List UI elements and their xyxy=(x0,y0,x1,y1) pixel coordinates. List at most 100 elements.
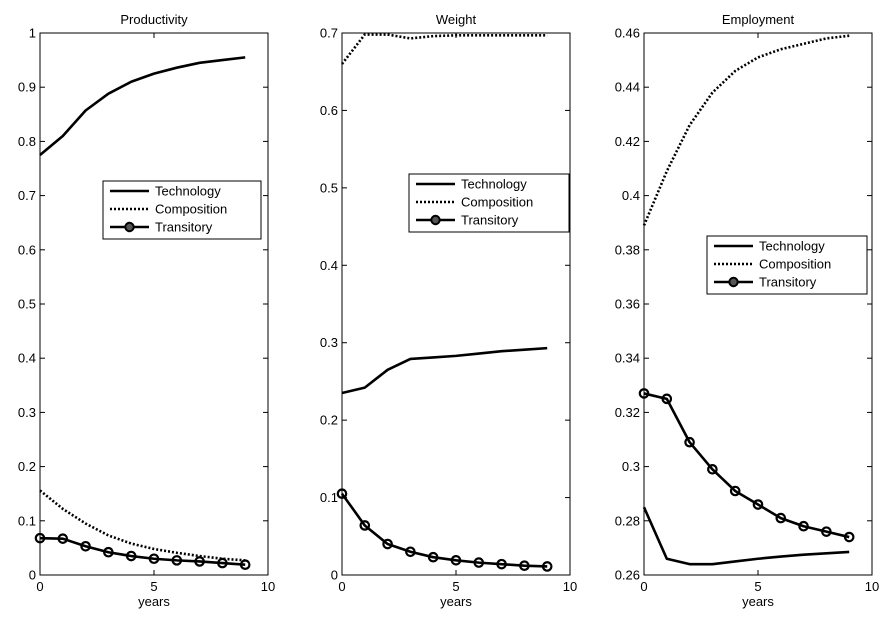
series-line-technology xyxy=(642,506,850,566)
chart-title: Productivity xyxy=(120,12,188,27)
data-point-transitory xyxy=(405,546,416,558)
x-tick-label: 10 xyxy=(865,579,879,594)
y-tick-label: 0.44 xyxy=(615,80,640,95)
y-tick-label: 0.7 xyxy=(18,188,36,203)
y-tick-label: 0.3 xyxy=(18,405,36,420)
legend: Technology Composition Transitory xyxy=(102,180,262,240)
x-tick-label: 5 xyxy=(452,579,459,594)
data-point-transitory xyxy=(427,551,439,563)
y-tick-label: 0.36 xyxy=(615,297,640,312)
legend-label-transitory: Transitory xyxy=(759,275,817,290)
y-tick-label: 0.4 xyxy=(18,351,36,366)
data-point-transitory xyxy=(125,550,137,562)
series-line-technology xyxy=(39,56,246,156)
data-point-transitory xyxy=(80,540,91,552)
plot-frame xyxy=(341,32,571,576)
legend-label-composition: Composition xyxy=(759,257,831,272)
y-tick-label: 0.28 xyxy=(615,513,640,528)
legend-label-composition: Composition xyxy=(155,202,227,217)
data-point-transitory xyxy=(707,464,718,475)
data-point-transitory xyxy=(359,520,371,531)
legend-label-composition: Composition xyxy=(461,195,533,210)
legend-label-technology: Technology xyxy=(759,239,825,254)
legend-label-technology: Technology xyxy=(155,184,221,199)
data-point-transitory xyxy=(103,546,114,558)
data-point-transitory xyxy=(382,538,393,550)
y-tick-label: 0.3 xyxy=(320,335,338,350)
y-tick-label: 0.2 xyxy=(18,459,36,474)
y-tick-label: 0.26 xyxy=(615,568,640,583)
x-tick-label: 10 xyxy=(261,579,275,594)
data-point-transitory xyxy=(450,554,462,566)
series-line-transitory xyxy=(39,536,246,566)
plot-frame xyxy=(39,32,269,576)
x-tick-label: 0 xyxy=(338,579,345,594)
y-tick-label: 0.9 xyxy=(18,80,36,95)
series-line-technology xyxy=(341,346,548,395)
y-tick-label: 0.1 xyxy=(18,513,36,528)
data-point-transitory xyxy=(171,555,183,566)
series-line-composition xyxy=(39,489,246,562)
y-tick-label: 0.2 xyxy=(320,413,338,428)
y-tick-label: 0.34 xyxy=(615,351,640,366)
y-tick-label: 0.5 xyxy=(320,180,338,195)
plot-frame xyxy=(643,32,873,576)
series-line-transitory xyxy=(643,392,850,539)
y-tick-label: 0.6 xyxy=(320,103,338,118)
x-tick-label: 0 xyxy=(36,579,43,594)
y-tick-label: 0.7 xyxy=(320,26,338,41)
data-point-transitory xyxy=(729,485,741,497)
data-point-transitory xyxy=(843,531,855,543)
legend-label-transitory: Transitory xyxy=(155,220,213,235)
data-point-transitory xyxy=(752,499,764,510)
legend: Technology Composition Transitory xyxy=(706,235,868,295)
chart-panel-employment: Employment 0.26 0.28 0.3 0.32 0.34 0.36 0.38 0.4… xyxy=(615,12,880,609)
y-tick-label: 0.42 xyxy=(615,134,640,149)
x-tick-label: 0 xyxy=(640,579,647,594)
data-point-transitory xyxy=(798,520,809,532)
y-tick-label: 0.3 xyxy=(622,459,640,474)
legend-marker-transitory xyxy=(728,276,739,288)
y-tick-label: 0.8 xyxy=(18,134,36,149)
y-tick-label: 0.38 xyxy=(615,242,640,257)
legend-marker-transitory xyxy=(430,214,441,226)
data-point-transitory xyxy=(821,526,832,537)
legend: Technology Composition Transitory xyxy=(408,173,570,233)
legend-label-transitory: Transitory xyxy=(461,213,519,228)
x-tick-label: 10 xyxy=(563,579,577,594)
data-point-transitory xyxy=(194,556,205,567)
x-axis-label: years xyxy=(440,594,472,609)
series-line-composition xyxy=(642,34,850,226)
y-tick-label: 0.4 xyxy=(320,258,338,273)
series-line-transitory xyxy=(340,492,548,568)
y-tick-label: 0.46 xyxy=(615,26,640,41)
y-tick-label: 0 xyxy=(29,568,36,583)
y-tick-label: 1 xyxy=(29,26,36,41)
chart-title: Employment xyxy=(722,12,795,27)
chart-panel-productivity: Productivity 0 0.1 0.2 0.3 0.4 0.5 0.6 0.7 0.8 0.9… xyxy=(18,12,275,609)
x-tick-label: 5 xyxy=(150,579,157,594)
y-tick-label: 0.32 xyxy=(615,405,640,420)
data-point-transitory xyxy=(57,533,69,544)
chart-panel-weight: Weight 0 0.1 0.2 0.3 0.4 0.5 0.6 0.7 0 5 10 years Tec… xyxy=(320,12,577,609)
data-point-transitory xyxy=(239,559,251,571)
y-tick-label: 0.4 xyxy=(622,188,640,203)
data-point-transitory xyxy=(217,557,228,569)
legend-label-technology: Technology xyxy=(461,177,527,192)
data-point-transitory xyxy=(473,557,485,568)
data-point-transitory xyxy=(496,558,507,570)
legend-marker-transitory xyxy=(124,221,135,233)
y-tick-label: 0.6 xyxy=(18,242,36,257)
data-point-transitory xyxy=(775,512,787,524)
data-point-transitory xyxy=(661,393,673,405)
y-tick-label: 0.1 xyxy=(320,490,338,505)
data-point-transitory xyxy=(148,553,160,565)
x-tick-label: 5 xyxy=(754,579,761,594)
series-line-composition xyxy=(340,33,548,65)
data-point-transitory xyxy=(541,561,553,572)
x-axis-label: years xyxy=(138,594,170,609)
y-tick-label: 0.5 xyxy=(18,297,36,312)
y-tick-label: 0 xyxy=(331,568,338,583)
